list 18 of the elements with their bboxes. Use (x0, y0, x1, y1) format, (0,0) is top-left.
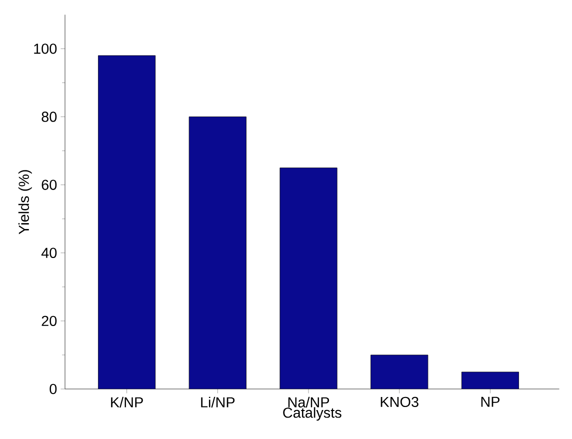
y-tick-label: 60 (42, 180, 57, 190)
x-tick-label: Na/NP (288, 396, 330, 408)
bar (370, 354, 428, 389)
x-tick-label: KNO3 (380, 396, 418, 408)
y-tick-label: 100 (34, 44, 57, 54)
x-tick-label: K/NP (111, 396, 143, 408)
bar (189, 116, 246, 389)
bar (280, 168, 338, 389)
x-tick-label: Li/NP (201, 396, 235, 408)
bar (98, 56, 156, 389)
y-tick-label: 80 (42, 112, 57, 122)
y-tick-label: 40 (41, 248, 57, 258)
y-tick-label: 0 (50, 384, 57, 394)
y-axis-title: Yields (%) (18, 170, 32, 234)
x-tick-label: NP (481, 396, 500, 407)
x-axis-title: Catalysts (283, 407, 342, 421)
y-tick-label: 20 (42, 316, 57, 326)
bar (461, 372, 519, 389)
